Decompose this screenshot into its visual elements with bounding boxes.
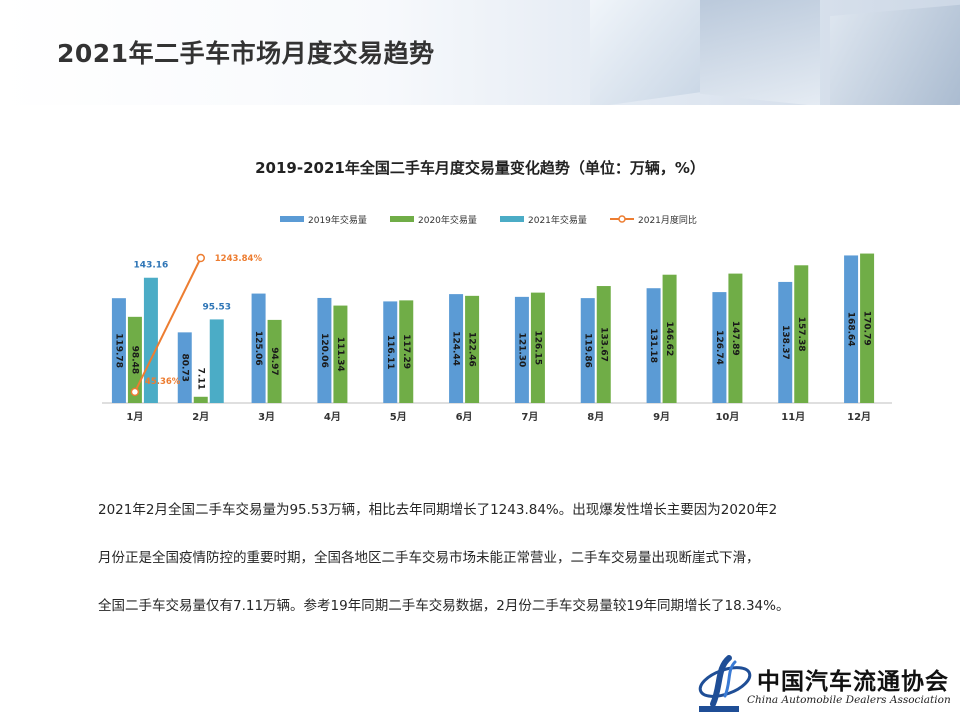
legend-label-0: 2019年交易量	[308, 214, 367, 226]
legend-label-1: 2020年交易量	[418, 214, 477, 226]
page-title: 2021年二手车市场月度交易趋势	[57, 39, 435, 68]
data-label-0-3: 120.06	[319, 333, 329, 368]
logo-name-cn: 中国汽车流通协会	[757, 668, 949, 695]
bar-1-7	[596, 286, 611, 403]
data-label-1-2: 94.97	[269, 347, 279, 375]
data-label-0-4: 116.11	[385, 335, 395, 370]
bar-1-3	[333, 305, 348, 403]
logo-name-en: China Automobile Dealers Association	[747, 694, 951, 706]
bar-0-2	[251, 293, 266, 403]
yoy-point-1	[196, 253, 205, 263]
bar-1-2	[267, 319, 282, 403]
paragraph-3: 全国二手车交易量仅有7.11万辆。参考19年同期二手车交易数据，2月份二手车交易…	[98, 598, 790, 614]
data-label-0-10: 138.37	[780, 325, 790, 360]
bar-0-6	[514, 296, 529, 403]
bar-1-6	[530, 292, 545, 403]
data-label-1-5: 122.46	[467, 332, 477, 367]
tick-label-8: 9月	[653, 411, 670, 423]
chart-title: 2019-2021年全国二手车月度交易量变化趋势（单位：万辆，%）	[255, 159, 705, 177]
bar-0-3	[317, 297, 332, 403]
bar-2-0	[143, 277, 158, 403]
data-label-1-1: 7.11	[195, 368, 205, 390]
data-label-1-0: 98.48	[129, 346, 139, 374]
paragraph-2: 月份正是全国疫情防控的重要时期，全国各地区二手车交易市场未能正常营业，二手车交易…	[98, 550, 760, 566]
yoy-label-0: 45.36%	[145, 377, 181, 387]
logo-emblem-icon	[698, 655, 752, 712]
bar-0-7	[580, 298, 595, 403]
bar-0-1	[177, 332, 192, 403]
bar-1-4	[399, 300, 414, 403]
bar-0-10	[778, 281, 793, 403]
association-logo: 中国汽车流通协会 China Automobile Dealers Associ…	[695, 652, 955, 714]
bar-1-8	[662, 274, 677, 403]
data-label-0-9: 126.74	[714, 330, 724, 365]
bar-1-10	[794, 265, 809, 403]
bar-1-5	[465, 295, 480, 403]
tick-label-7: 8月	[587, 411, 604, 423]
bar-0-9	[712, 292, 727, 403]
bar-line-chart: 2019年交易量 2020年交易量 2021年交易量 2021月度同比 119.78 98…	[102, 214, 892, 423]
legend-swatch-2	[500, 216, 524, 222]
legend-marker	[618, 215, 626, 223]
data-label-1-11: 170.79	[862, 311, 872, 346]
bar-0-4	[383, 301, 398, 403]
legend-swatch-0	[280, 216, 304, 222]
data-label-1-7: 133.67	[598, 327, 608, 362]
tick-label-11: 12月	[847, 411, 871, 423]
tick-label-6: 7月	[521, 411, 538, 423]
yoy-label-1: 1243.84%	[215, 254, 263, 264]
data-label-2021-1: 95.53	[203, 302, 231, 312]
bar-0-5	[449, 294, 464, 403]
tick-label-9: 10月	[715, 411, 739, 423]
data-label-1-6: 126.15	[532, 330, 542, 365]
header-banner: 2021年二手车市场月度交易趋势	[0, 0, 960, 105]
data-label-0-11: 168.64	[846, 312, 856, 347]
yoy-point-0	[130, 387, 140, 397]
tick-label-1: 2月	[192, 411, 209, 423]
bar-0-11	[844, 255, 859, 403]
tick-label-10: 11月	[781, 411, 805, 423]
data-label-1-8: 146.62	[664, 321, 674, 356]
bar-1-11	[860, 253, 875, 403]
tick-label-3: 4月	[324, 411, 341, 423]
data-label-1-10: 157.38	[796, 317, 806, 352]
data-label-0-0: 119.78	[113, 333, 123, 368]
legend-swatch-1	[390, 216, 414, 222]
tick-label-5: 6月	[456, 411, 473, 423]
bar-2-1	[209, 319, 224, 403]
data-label-1-4: 117.29	[401, 334, 411, 369]
data-label-1-3: 111.34	[335, 337, 345, 372]
bar-1-9	[728, 273, 743, 403]
legend-label-2: 2021年交易量	[528, 214, 587, 226]
bar-0-8	[646, 288, 661, 403]
data-label-0-5: 124.44	[451, 331, 461, 366]
data-label-2021-0: 143.16	[134, 261, 169, 271]
bar-1-0	[127, 316, 142, 403]
data-label-0-6: 121.30	[516, 333, 526, 368]
data-label-0-2: 125.06	[253, 331, 263, 366]
legend-label-3: 2021月度同比	[638, 214, 697, 226]
tick-label-0: 1月	[126, 411, 143, 423]
data-label-0-7: 119.86	[582, 333, 592, 368]
tick-label-2: 3月	[258, 411, 275, 423]
bar-1-1	[193, 396, 208, 403]
bar-0-0	[111, 298, 126, 403]
data-label-0-1: 80.73	[179, 353, 189, 381]
paragraph-1: 2021年2月全国二手车交易量为95.53万辆，相比去年同期增长了1243.84…	[98, 502, 778, 518]
data-label-1-9: 147.89	[730, 321, 740, 356]
yoy-line	[134, 257, 202, 393]
data-label-0-8: 131.18	[648, 328, 658, 363]
tick-label-4: 5月	[390, 411, 407, 423]
